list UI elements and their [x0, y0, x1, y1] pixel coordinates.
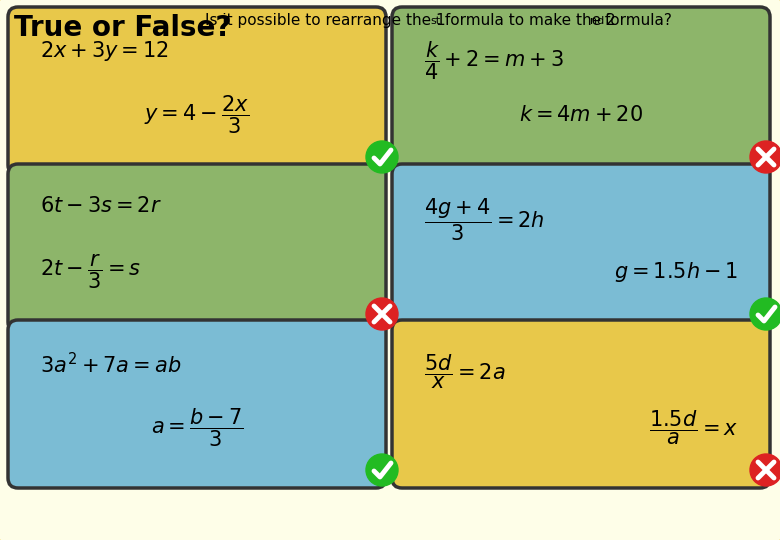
Text: $\dfrac{5d}{x} = 2a$: $\dfrac{5d}{x} = 2a$ — [424, 352, 505, 390]
Text: $g = 1.5h - 1$: $g = 1.5h - 1$ — [614, 260, 738, 284]
Circle shape — [366, 298, 398, 330]
Text: st: st — [430, 17, 440, 26]
Text: $a = \dfrac{b - 7}{3}$: $a = \dfrac{b - 7}{3}$ — [151, 407, 243, 449]
Text: $y = 4 - \dfrac{2x}{3}$: $y = 4 - \dfrac{2x}{3}$ — [144, 94, 250, 136]
Circle shape — [366, 141, 398, 173]
Text: formula?: formula? — [600, 13, 672, 28]
Text: $2x + 3y = 12$: $2x + 3y = 12$ — [40, 39, 169, 63]
Text: nd: nd — [590, 17, 604, 26]
Circle shape — [750, 454, 780, 486]
Circle shape — [750, 141, 780, 173]
Text: $\dfrac{4g + 4}{3} = 2h$: $\dfrac{4g + 4}{3} = 2h$ — [424, 196, 544, 242]
Text: $\dfrac{k}{4} + 2 = m + 3$: $\dfrac{k}{4} + 2 = m + 3$ — [424, 39, 564, 82]
Text: $2t - \dfrac{r}{3} = s$: $2t - \dfrac{r}{3} = s$ — [40, 253, 141, 291]
FancyBboxPatch shape — [392, 7, 770, 175]
FancyBboxPatch shape — [392, 320, 770, 488]
Text: True or False?: True or False? — [14, 14, 232, 42]
Text: Is it possible to rearrange the 1: Is it possible to rearrange the 1 — [205, 13, 445, 28]
Text: $6t - 3s = 2r$: $6t - 3s = 2r$ — [40, 196, 161, 216]
FancyBboxPatch shape — [392, 164, 770, 332]
FancyBboxPatch shape — [8, 7, 386, 175]
Text: $3a^2 + 7a = ab$: $3a^2 + 7a = ab$ — [40, 352, 181, 377]
Text: $\dfrac{1.5d}{a} = x$: $\dfrac{1.5d}{a} = x$ — [649, 409, 738, 447]
Text: $k = 4m + 20$: $k = 4m + 20$ — [519, 105, 643, 125]
Text: formula to make the 2: formula to make the 2 — [440, 13, 615, 28]
FancyBboxPatch shape — [8, 320, 386, 488]
Circle shape — [750, 298, 780, 330]
FancyBboxPatch shape — [8, 164, 386, 332]
Circle shape — [366, 454, 398, 486]
